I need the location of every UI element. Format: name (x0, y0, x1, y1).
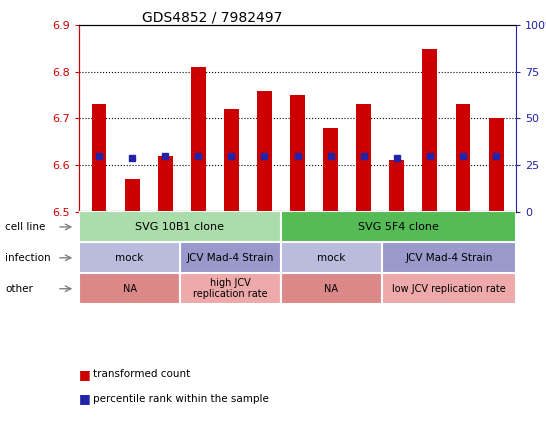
Text: percentile rank within the sample: percentile rank within the sample (93, 394, 269, 404)
Bar (357, 104, 371, 212)
Bar (92, 104, 106, 212)
Text: ■: ■ (79, 393, 91, 405)
Bar (124, 179, 140, 212)
Text: JCV Mad-4 Strain: JCV Mad-4 Strain (187, 253, 274, 263)
Bar (489, 118, 503, 212)
Bar (79, 212, 281, 242)
Bar (382, 273, 516, 304)
Bar (158, 156, 173, 212)
Bar (79, 242, 180, 273)
Text: SVG 10B1 clone: SVG 10B1 clone (135, 222, 224, 232)
Bar (224, 109, 239, 212)
Bar (281, 212, 516, 242)
Bar (455, 104, 471, 212)
Bar (290, 95, 305, 212)
Bar (389, 160, 404, 212)
Bar (281, 273, 382, 304)
Bar (281, 242, 382, 273)
Bar (323, 128, 338, 212)
Text: JCV Mad-4 Strain: JCV Mad-4 Strain (405, 253, 492, 263)
Bar (191, 67, 206, 212)
Text: cell line: cell line (5, 222, 46, 232)
Text: transformed count: transformed count (93, 369, 190, 379)
Bar (257, 91, 272, 212)
Bar (79, 273, 180, 304)
Bar (180, 273, 281, 304)
Bar (180, 242, 281, 273)
Text: SVG 5F4 clone: SVG 5F4 clone (358, 222, 439, 232)
Bar (382, 242, 516, 273)
Text: mock: mock (317, 253, 346, 263)
Text: NA: NA (324, 284, 338, 294)
Text: GDS4852 / 7982497: GDS4852 / 7982497 (142, 11, 282, 25)
Text: NA: NA (122, 284, 136, 294)
Text: high JCV
replication rate: high JCV replication rate (193, 278, 268, 299)
Text: ■: ■ (79, 368, 91, 381)
Text: other: other (5, 284, 33, 294)
Text: low JCV replication rate: low JCV replication rate (392, 284, 506, 294)
Text: infection: infection (5, 253, 51, 263)
Bar (423, 49, 437, 212)
Text: mock: mock (115, 253, 144, 263)
